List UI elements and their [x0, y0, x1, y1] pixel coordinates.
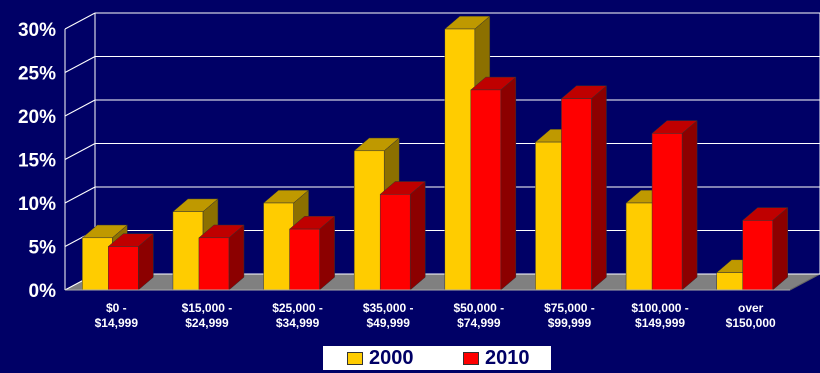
y-tick-label: 10%: [18, 194, 56, 215]
x-tick-label: $50,000 -: [453, 301, 504, 315]
gridline-wall: [64, 186, 96, 204]
x-tick-label: $0 -: [106, 301, 127, 315]
y-tick-label: 5%: [29, 238, 57, 259]
gridline-wall: [64, 99, 96, 117]
x-tick-label: $74,999: [457, 316, 501, 330]
bar-2010-3: [379, 194, 411, 291]
gridline-wall: [64, 56, 96, 73]
legend-label-2000: 2000: [369, 346, 414, 369]
x-tick-label: $149,999: [635, 316, 685, 330]
x-tick-label: $14,999: [95, 316, 139, 330]
bar-2010-7: [742, 220, 773, 291]
bar-2010-7-side: [772, 207, 788, 291]
bar-2010-1: [198, 237, 230, 291]
bar-2010-5: [561, 98, 592, 291]
bar-2000-5: [535, 141, 566, 291]
legend-swatch-2010: [463, 351, 479, 365]
bar-2000-6: [625, 202, 657, 291]
x-tick-label: $100,000 -: [631, 301, 688, 315]
legend-item-2010: 2010: [463, 346, 530, 370]
x-tick-label: $99,999: [548, 316, 592, 330]
x-tick-label: $24,999: [185, 316, 229, 330]
bar-2010-2: [289, 228, 320, 291]
bar-2010-4: [470, 89, 502, 291]
x-tick-label: $15,000 -: [182, 301, 233, 315]
bar-2010-3-side: [409, 180, 426, 291]
bar-2000-7: [716, 272, 747, 291]
bar-2000-0: [82, 237, 113, 291]
x-tick-label: $75,000 -: [544, 301, 595, 315]
bar-2010-5-side: [591, 85, 607, 291]
gridline-wall: [64, 12, 96, 30]
bar-2010-6: [651, 133, 683, 291]
x-tick-label: $25,000 -: [272, 301, 323, 315]
y-tick-label: 0%: [29, 281, 57, 302]
legend-swatch-2000: [347, 351, 363, 365]
legend-label-2010: 2010: [485, 346, 530, 369]
bar-2000-2: [263, 202, 294, 291]
x-tick-label: $150,000: [726, 316, 776, 330]
bar-2010-4-side: [500, 76, 517, 291]
bar-2000-4: [444, 28, 476, 291]
bar-2000-3: [353, 150, 385, 291]
bar-2010-6-side: [681, 120, 698, 291]
gridline-wall: [64, 143, 96, 160]
x-tick-label: $49,999: [366, 316, 410, 330]
y-tick-label: 25%: [18, 64, 56, 85]
y-tick-label: 30%: [18, 20, 56, 41]
chart-legend: 2000 2010: [323, 346, 551, 370]
y-tick-label: 15%: [18, 151, 56, 172]
x-tick-label: $35,000 -: [363, 301, 414, 315]
x-tick-label: $34,999: [276, 316, 320, 330]
y-tick-label: 20%: [18, 107, 56, 128]
legend-item-2000: 2000: [347, 346, 414, 370]
x-tick-label: over: [738, 301, 764, 315]
bar-2000-1: [172, 211, 204, 291]
bar-2010-0: [108, 246, 139, 291]
